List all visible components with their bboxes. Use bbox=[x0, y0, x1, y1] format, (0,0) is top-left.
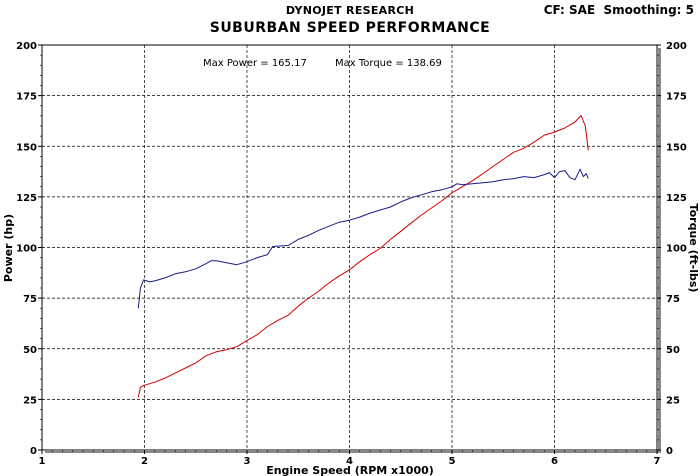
x-tick-label: 5 bbox=[449, 456, 456, 467]
x-tick-label: 4 bbox=[346, 456, 353, 467]
settings-readout: CF: SAE Smoothing: 5 bbox=[543, 3, 694, 17]
y-left-tick-label: 50 bbox=[23, 345, 37, 356]
y-right-tick-label: 50 bbox=[666, 345, 680, 356]
series-lines bbox=[137, 115, 589, 398]
chart-title: SUBURBAN SPEED PERFORMANCE bbox=[209, 20, 491, 36]
max-power-label: Max Power = 165.17 bbox=[203, 58, 307, 69]
x-tick-label: 1 bbox=[39, 456, 46, 467]
y-axis-left-title: Power (hp) bbox=[2, 214, 15, 282]
y-right-tick-label: 200 bbox=[666, 41, 687, 52]
x-tick-label: 7 bbox=[654, 456, 661, 467]
y-left-tick-label: 75 bbox=[23, 294, 37, 305]
x-axis-ticks: 1 2 3 4 5 6 7 bbox=[39, 450, 661, 467]
y-axis-right-title: Torque (ft-lbs) bbox=[687, 204, 700, 293]
y-right-tick-label: 175 bbox=[666, 92, 687, 103]
y-left-tick-label: 100 bbox=[16, 244, 37, 255]
y-left-tick-label: 0 bbox=[30, 446, 37, 457]
grid-lines bbox=[42, 45, 657, 450]
y-right-tick-label: 100 bbox=[666, 244, 687, 255]
max-torque-label: Max Torque = 138.69 bbox=[335, 58, 442, 69]
x-tick-label: 3 bbox=[244, 456, 251, 467]
y-right-tick-label: 25 bbox=[666, 395, 680, 406]
x-axis-title: Engine Speed (RPM x1000) bbox=[266, 464, 434, 476]
y-left-tick-label: 200 bbox=[16, 41, 37, 52]
y-right-tick-label: 150 bbox=[666, 142, 687, 153]
plot-frame-shadow bbox=[657, 48, 661, 453]
series-line-power bbox=[137, 115, 589, 398]
chart-brand: DYNOJET RESEARCH bbox=[285, 4, 415, 17]
y-right-tick-label: 75 bbox=[666, 294, 680, 305]
y-left-tick-label: 125 bbox=[16, 193, 37, 204]
y-left-tick-label: 25 bbox=[23, 395, 37, 406]
y-left-tick-label: 150 bbox=[16, 142, 37, 153]
plot-frame-shadow-bottom bbox=[45, 450, 661, 453]
y-axis-right-ticks: 0 25 50 75 100 125 150 175 200 bbox=[657, 41, 687, 457]
x-tick-label: 6 bbox=[551, 456, 558, 467]
y-right-tick-label: 125 bbox=[666, 193, 687, 204]
series-line-torque bbox=[137, 168, 589, 309]
y-right-tick-label: 0 bbox=[666, 446, 673, 457]
y-axis-left-ticks: 0 25 50 75 100 125 150 175 200 bbox=[16, 41, 42, 457]
y-left-tick-label: 175 bbox=[16, 92, 37, 103]
x-tick-label: 2 bbox=[141, 456, 148, 467]
